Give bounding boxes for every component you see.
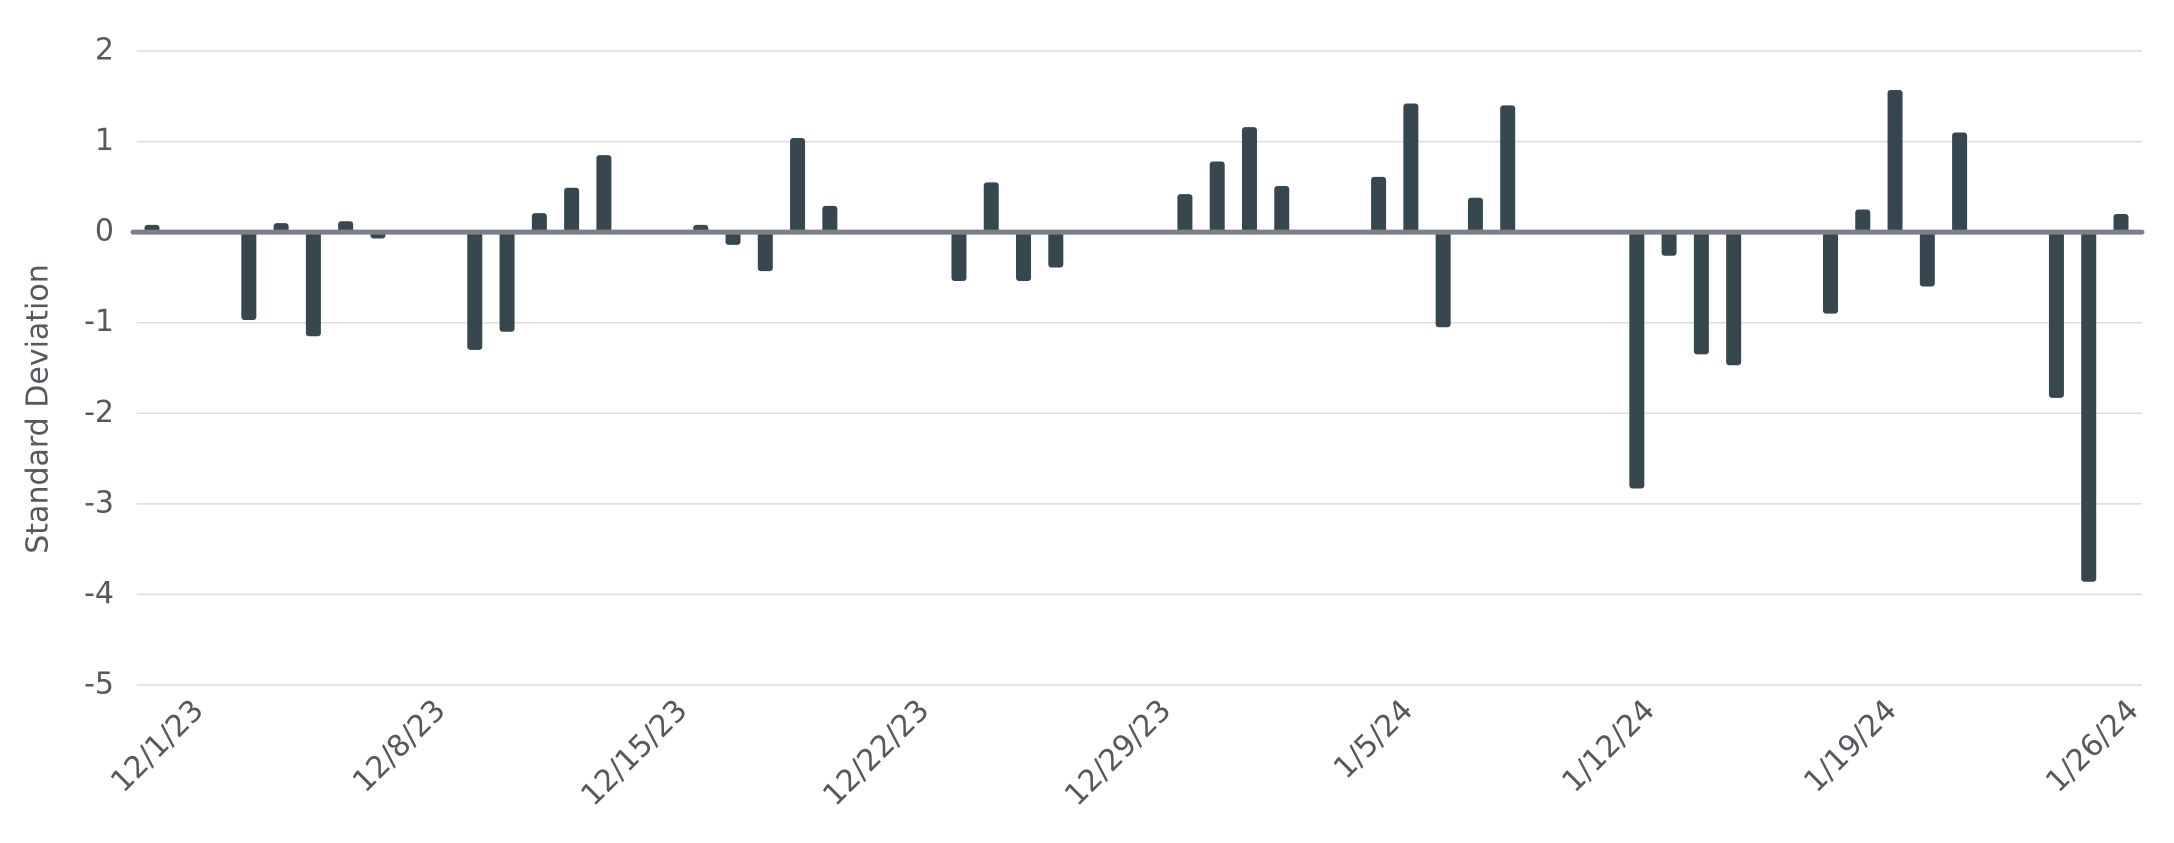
bar [1855, 209, 1871, 233]
bar [338, 221, 354, 233]
x-tick-label: 1/5/24 [1327, 693, 1420, 786]
bar [467, 232, 483, 350]
bar [499, 232, 515, 332]
bar [241, 232, 257, 320]
bar [1016, 232, 1032, 282]
bar [596, 155, 612, 233]
x-tick-label: 1/12/24 [1555, 693, 1662, 800]
bar [1629, 232, 1645, 489]
bar [1241, 127, 1257, 233]
bar [1952, 132, 1968, 233]
bar [951, 232, 967, 282]
bar [725, 232, 741, 245]
bar [1822, 232, 1838, 314]
x-tick-label: 1/26/24 [2039, 693, 2146, 800]
bar [2113, 214, 2129, 233]
bar [757, 232, 773, 272]
bar [1467, 197, 1483, 233]
bar [1274, 185, 1290, 233]
x-tick-label: 12/22/23 [816, 693, 936, 813]
x-tick-label: 12/8/23 [346, 693, 453, 800]
bar [1500, 105, 1516, 233]
y-axis-label: Standard Deviation [21, 264, 56, 554]
bar [531, 213, 547, 233]
bar [1371, 176, 1387, 233]
bar [983, 182, 999, 233]
bar [1177, 194, 1193, 233]
y-tick-label: -3 [84, 485, 114, 520]
bar [1661, 232, 1677, 256]
bar [790, 137, 806, 233]
y-tick-label: -5 [84, 667, 114, 702]
x-tick-label: 12/29/23 [1058, 693, 1178, 813]
y-tick-label: 1 [95, 123, 114, 158]
bar [1693, 232, 1709, 355]
x-tick-label: 12/15/23 [574, 693, 694, 813]
bar [564, 187, 580, 233]
bar [1048, 232, 1064, 268]
x-tick-label: 1/19/24 [1797, 693, 1904, 800]
bar [305, 232, 321, 337]
bar [1435, 232, 1451, 328]
y-tick-label: -4 [84, 576, 114, 611]
y-tick-label: -1 [84, 304, 114, 339]
bar [1887, 89, 1903, 233]
bar [1726, 232, 1742, 366]
y-tick-label: -2 [84, 395, 114, 430]
bar [1209, 161, 1225, 233]
bar [822, 205, 838, 233]
bar [1403, 103, 1419, 233]
bar [1919, 232, 1935, 287]
y-tick-label: 0 [95, 214, 114, 249]
y-tick-label: 2 [95, 33, 114, 68]
x-tick-label: 12/1/23 [104, 693, 211, 800]
bar [2048, 232, 2064, 398]
bar [2081, 232, 2097, 582]
